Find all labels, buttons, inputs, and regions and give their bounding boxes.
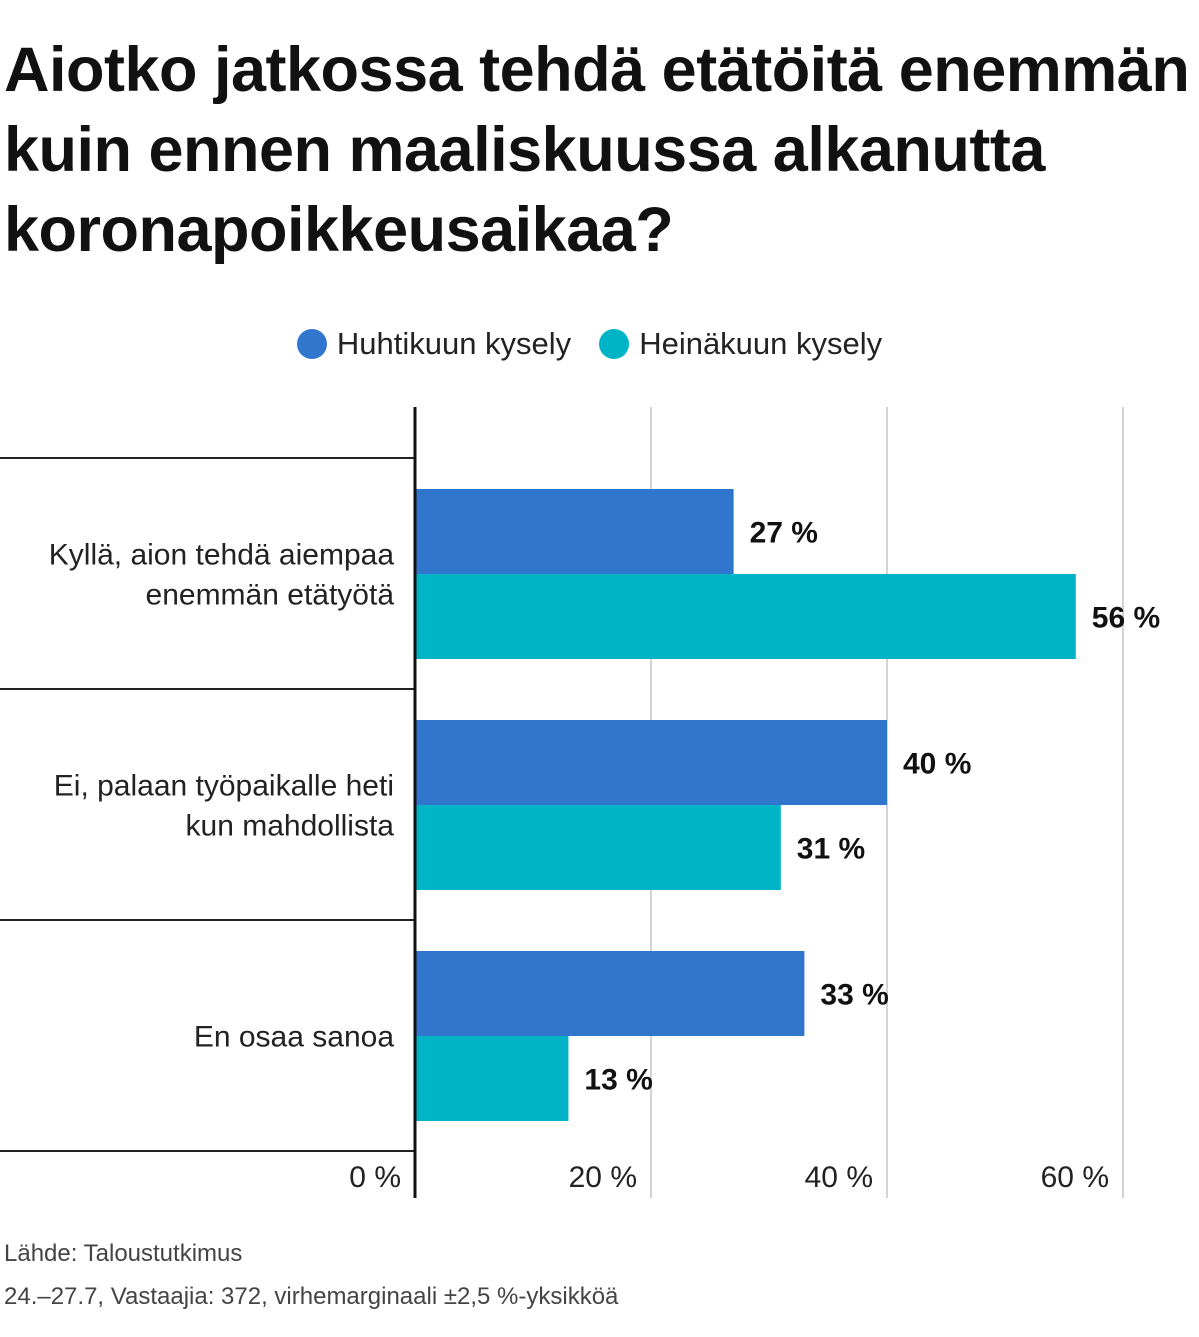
legend-swatch-series-1 — [296, 329, 327, 359]
bar-s1-c2 — [415, 720, 887, 805]
source-text: Lähde: Taloustutkimus — [4, 1240, 243, 1267]
bar-s2-c3 — [415, 1036, 569, 1121]
legend-item-series-1: Huhtikuun kysely — [296, 326, 572, 362]
x-tick-label-1: 20 % — [569, 1161, 637, 1194]
category-label-2-line-2: kun mahdollista — [186, 810, 395, 843]
legend-label-series-1: Huhtikuun kysely — [336, 326, 572, 361]
legend-swatch-series-2 — [599, 329, 630, 359]
x-tick-label-3: 60 % — [1041, 1161, 1109, 1194]
survey-note: 24.–27.7, Vastaajia: 372, virhemarginaal… — [4, 1283, 619, 1310]
category-label-1-line-2: enemmän etätyötä — [146, 579, 395, 612]
x-tick-label-2: 40 % — [805, 1161, 873, 1194]
data-label-s1-c2: 40 % — [903, 748, 971, 781]
bar-s2-c1 — [415, 574, 1076, 659]
category-label-2-line-1: Ei, palaan työpaikalle heti — [54, 770, 394, 803]
x-tick-label-0: 0 % — [349, 1161, 401, 1194]
bar-s1-c1 — [415, 489, 734, 574]
bar-s2-c2 — [415, 805, 781, 890]
data-label-s2-c3: 13 % — [584, 1064, 652, 1097]
data-label-s2-c1: 56 % — [1092, 602, 1160, 635]
category-label-3-line-1: En osaa sanoa — [194, 1021, 394, 1054]
legend-item-series-2: Heinäkuun kysely — [599, 326, 882, 362]
category-label-1-line-1: Kyllä, aion tehdä aiempaa — [49, 539, 395, 572]
bar-s1-c3 — [415, 951, 805, 1036]
legend: Huhtikuun kysely Heinäkuun kysely — [0, 326, 1189, 362]
legend-label-series-2: Heinäkuun kysely — [639, 326, 883, 361]
data-label-s1-c1: 27 % — [750, 517, 818, 550]
data-label-s1-c3: 33 % — [820, 979, 888, 1012]
chart-title: Aiotko jatkossa tehdä etätöitä enemmän k… — [4, 35, 1190, 265]
data-label-s2-c2: 31 % — [797, 833, 865, 866]
bar-chart: 27 % 40 % 33 % 56 % 31 % 13 % Kyllä, aion tehd… — [0, 407, 1160, 1198]
